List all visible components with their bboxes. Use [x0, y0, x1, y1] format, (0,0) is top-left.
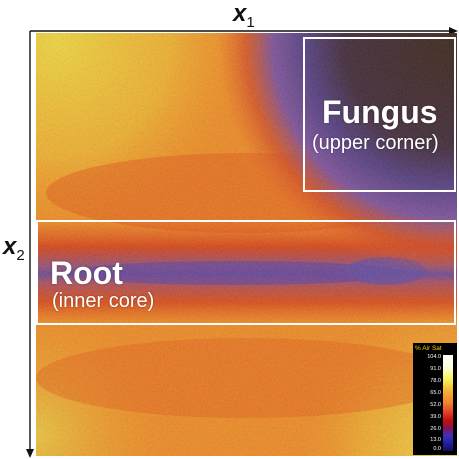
root-label: Root: [50, 255, 123, 291]
fungus-label: Fungus: [322, 94, 438, 130]
scale-tick: 0.0: [433, 446, 441, 452]
scale-tick: 26.0: [430, 426, 441, 432]
scale-tick: 13.0: [430, 437, 441, 443]
scale-tick: 104.0: [427, 354, 441, 360]
scale-tick: 39.0: [430, 414, 441, 420]
scale-tick: 65.0: [430, 390, 441, 396]
scale-gradient-bar: [443, 355, 453, 451]
scale-title: % Air Sat: [415, 345, 442, 352]
color-scale-legend: % Air Sat 104.0 91.0 78.0 65.0 52.0 39.0…: [413, 343, 457, 455]
root-sublabel: (inner core): [52, 290, 155, 312]
scale-tick: 78.0: [430, 378, 441, 384]
fungus-sublabel: (upper corner): [312, 132, 439, 154]
scale-tick: 52.0: [430, 402, 441, 408]
x1-axis-label: x1: [233, 0, 255, 31]
oxygen-map-image: [36, 33, 457, 456]
scale-tick: 91.0: [430, 366, 441, 372]
x2-axis-label: x2: [3, 233, 25, 264]
